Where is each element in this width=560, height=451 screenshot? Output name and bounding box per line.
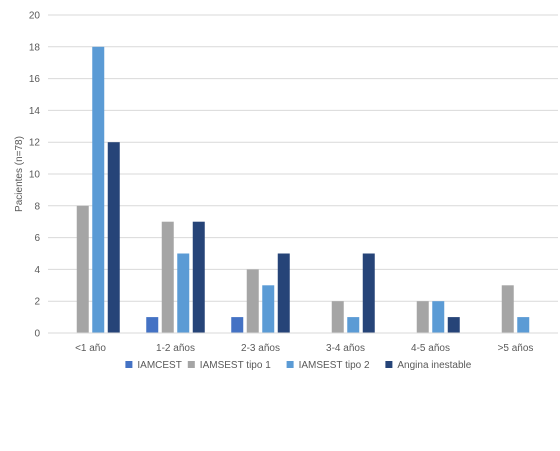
bar-iamsest-tipo-2 — [347, 317, 360, 333]
bar-iamcest — [146, 317, 159, 333]
y-tick-label: 4 — [34, 265, 40, 276]
y-tick-label: 8 — [34, 201, 40, 212]
x-tick-label: 1-2 años — [156, 343, 195, 354]
x-tick-label: 2-3 años — [241, 343, 280, 354]
bar-iamsest-tipo-2 — [432, 301, 445, 333]
bar-iamsest-tipo-2 — [262, 285, 275, 333]
legend-swatch — [286, 361, 294, 368]
y-axis-ticks: 0 2 4 6 8 10 12 14 16 18 20 — [29, 11, 41, 340]
y-tick-label: 16 — [29, 74, 41, 85]
bar-iamsest-tipo-1 — [161, 221, 174, 333]
x-tick-label: 4-5 años — [411, 343, 450, 354]
legend-label: Angina inestable — [397, 360, 471, 371]
y-axis-title: Pacientes (n=78) — [14, 136, 25, 212]
bar-iamsest-tipo-2 — [517, 317, 530, 333]
legend-item: Angina inestable — [385, 360, 472, 371]
gridlines — [48, 14, 558, 302]
legend-swatch — [187, 361, 195, 368]
bar-iamcest — [231, 317, 244, 333]
legend-label: IAMSEST tipo 1 — [200, 360, 271, 371]
bars — [76, 46, 530, 334]
bar-angina-inestable — [447, 317, 460, 333]
legend-item: IAMSEST tipo 2 — [286, 360, 370, 371]
legend-swatch — [385, 361, 393, 368]
bar-iamsest-tipo-1 — [416, 301, 429, 333]
y-tick-label: 18 — [29, 42, 41, 53]
bar-angina-inestable — [192, 221, 205, 333]
x-tick-label: <1 año — [75, 343, 106, 354]
y-tick-label: 2 — [34, 297, 40, 308]
y-tick-label: 20 — [29, 11, 41, 22]
legend-swatch — [125, 361, 133, 368]
bar-angina-inestable — [362, 253, 375, 333]
legend-item: IAMCEST — [125, 360, 182, 371]
legend-label: IAMSEST tipo 2 — [299, 360, 370, 371]
legend: IAMCEST IAMSEST tipo 1 IAMSEST tipo 2 Angin… — [125, 360, 472, 371]
bar-angina-inestable — [277, 253, 290, 333]
bar-iamsest-tipo-2 — [92, 46, 105, 334]
y-tick-label: 10 — [29, 170, 41, 181]
bar-iamsest-tipo-1 — [501, 285, 514, 333]
bar-angina-inestable — [107, 142, 120, 333]
legend-label: IAMCEST — [137, 360, 181, 371]
bar-iamsest-tipo-1 — [246, 269, 259, 333]
bar-iamsest-tipo-2 — [177, 253, 190, 333]
bar-iamsest-tipo-1 — [331, 301, 344, 333]
y-tick-label: 6 — [34, 233, 40, 244]
x-tick-label: 3-4 años — [326, 343, 365, 354]
x-tick-label: >5 años — [498, 343, 534, 354]
y-tick-label: 14 — [29, 106, 41, 117]
y-tick-label: 0 — [34, 329, 40, 340]
legend-item: IAMSEST tipo 1 — [187, 360, 271, 371]
bar-iamsest-tipo-1 — [76, 205, 89, 333]
y-tick-label: 12 — [29, 138, 41, 149]
x-axis-ticks: <1 año 1-2 años 2-3 años 3-4 años 4-5 años >5… — [75, 343, 533, 354]
